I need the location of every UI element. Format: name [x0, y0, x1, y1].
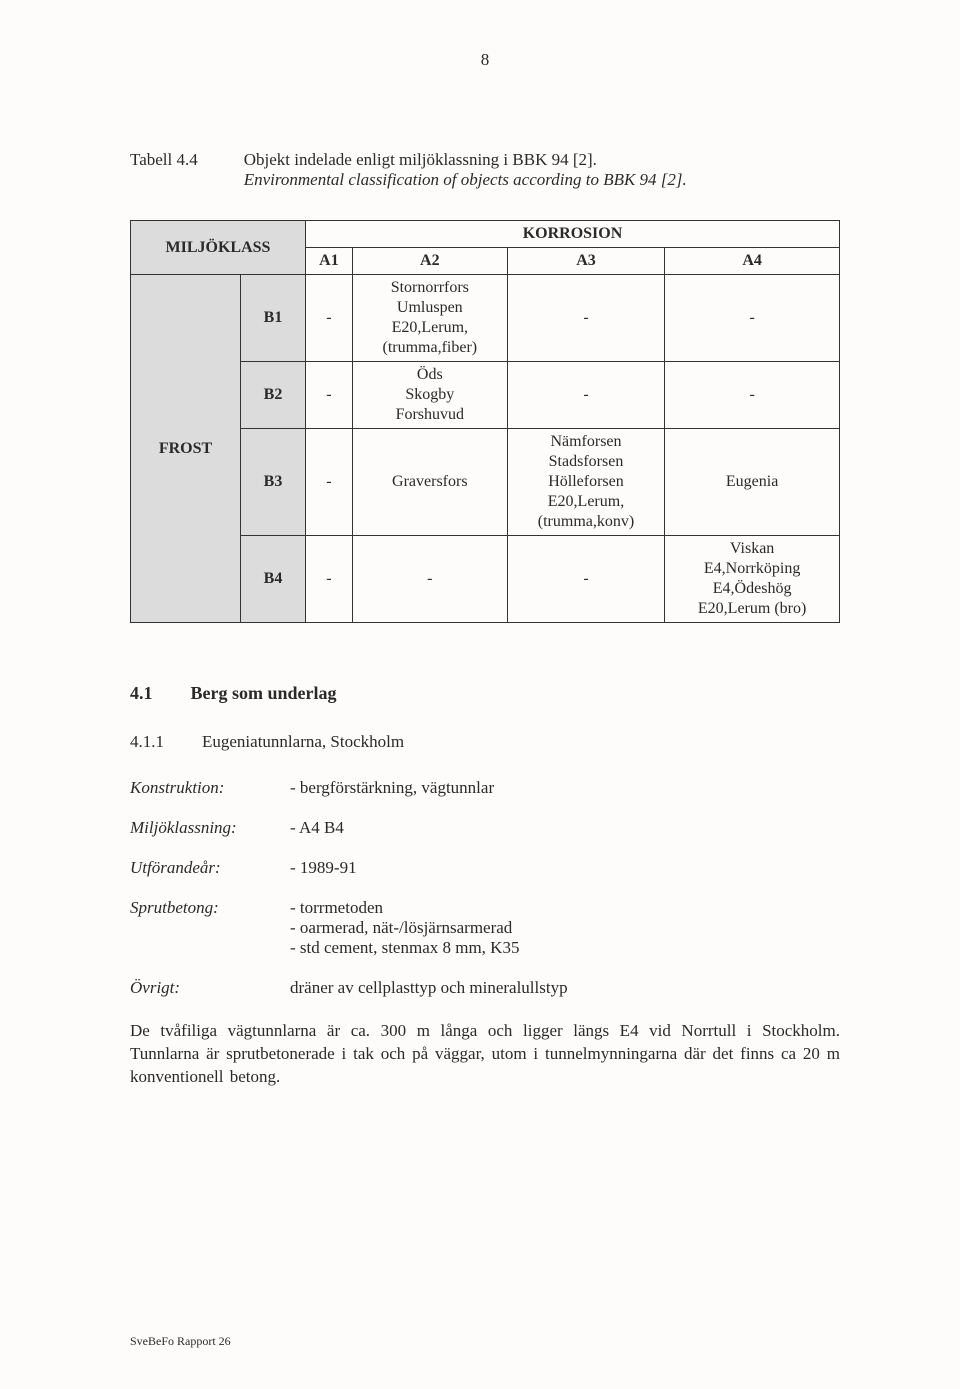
col-a2: A2	[352, 248, 507, 275]
section-heading: 4.1 Berg som underlag	[130, 683, 840, 704]
subsection-title: Eugeniatunnlarna, Stockholm	[202, 732, 404, 752]
def-value: - A4 B4	[290, 818, 344, 838]
col-a4: A4	[665, 248, 840, 275]
footer-text: SveBeFo Rapport 26	[130, 1334, 231, 1349]
def-value: - 1989-91	[290, 858, 357, 878]
row-b2: B2	[241, 362, 306, 429]
def-ovrigt: Övrigt: dräner av cellplasttyp och miner…	[130, 978, 840, 998]
table-caption-block: Tabell 4.4 Objekt indelade enligt miljök…	[130, 150, 840, 190]
def-miljo: Miljöklassning: - A4 B4	[130, 818, 840, 838]
row-b4: B4	[241, 536, 306, 623]
subsection-number: 4.1.1	[130, 732, 164, 752]
page-number: 8	[130, 50, 840, 70]
cell-b4-a4: Viskan E4,Norrköping E4,Ödeshög E20,Leru…	[665, 536, 840, 623]
def-term: Sprutbetong:	[130, 898, 290, 958]
cell-b4-a1: -	[306, 536, 353, 623]
def-value: - torrmetoden - oarmerad, nät-/lösjärnsa…	[290, 898, 519, 958]
definition-list: Konstruktion: - bergförstärkning, vägtun…	[130, 778, 840, 998]
cell-b4-a3: -	[507, 536, 664, 623]
table-caption: Objekt indelade enligt miljöklassning i …	[244, 150, 840, 190]
cell-b1-a2: Stornorrfors Umluspen E20,Lerum, (trumma…	[352, 275, 507, 362]
section-number: 4.1	[130, 683, 153, 704]
def-konstruktion: Konstruktion: - bergförstärkning, vägtun…	[130, 778, 840, 798]
caption-line-2: Environmental classification of objects …	[244, 170, 687, 189]
cell-b3-a4: Eugenia	[665, 429, 840, 536]
cell-b2-a4: -	[665, 362, 840, 429]
header-miljoklass: MILJÖKLASS	[131, 221, 306, 275]
def-utfor: Utförandeår: - 1989-91	[130, 858, 840, 878]
classification-table: MILJÖKLASS KORROSION A1 A2 A3 A4 FROST B…	[130, 220, 840, 623]
def-sprut: Sprutbetong: - torrmetoden - oarmerad, n…	[130, 898, 840, 958]
cell-b2-a1: -	[306, 362, 353, 429]
frost-label: FROST	[131, 275, 241, 623]
cell-b1-a4: -	[665, 275, 840, 362]
row-b3: B3	[241, 429, 306, 536]
def-term: Miljöklassning:	[130, 818, 290, 838]
cell-b1-a3: -	[507, 275, 664, 362]
col-a3: A3	[507, 248, 664, 275]
def-term: Övrigt:	[130, 978, 290, 998]
row-b1: B1	[241, 275, 306, 362]
cell-b1-a1: -	[306, 275, 353, 362]
caption-line-1: Objekt indelade enligt miljöklassning i …	[244, 150, 597, 169]
cell-b2-a3: -	[507, 362, 664, 429]
body-paragraph: De tvåfiliga vägtunnlarna är ca. 300 m l…	[130, 1020, 840, 1089]
def-value: - bergförstärkning, vägtunnlar	[290, 778, 494, 798]
subsection-heading: 4.1.1 Eugeniatunnlarna, Stockholm	[130, 732, 840, 752]
cell-b3-a3: Nämforsen Stadsforsen Hölleforsen E20,Le…	[507, 429, 664, 536]
cell-b3-a1: -	[306, 429, 353, 536]
cell-b3-a2: Graversfors	[352, 429, 507, 536]
section-title: Berg som underlag	[191, 683, 337, 704]
def-term: Konstruktion:	[130, 778, 290, 798]
cell-b2-a2: Öds Skogby Forshuvud	[352, 362, 507, 429]
def-term: Utförandeår:	[130, 858, 290, 878]
col-a1: A1	[306, 248, 353, 275]
cell-b4-a2: -	[352, 536, 507, 623]
def-value: dräner av cellplasttyp och mineralullsty…	[290, 978, 568, 998]
header-korrosion: KORROSION	[306, 221, 840, 248]
table-label: Tabell 4.4	[130, 150, 198, 190]
